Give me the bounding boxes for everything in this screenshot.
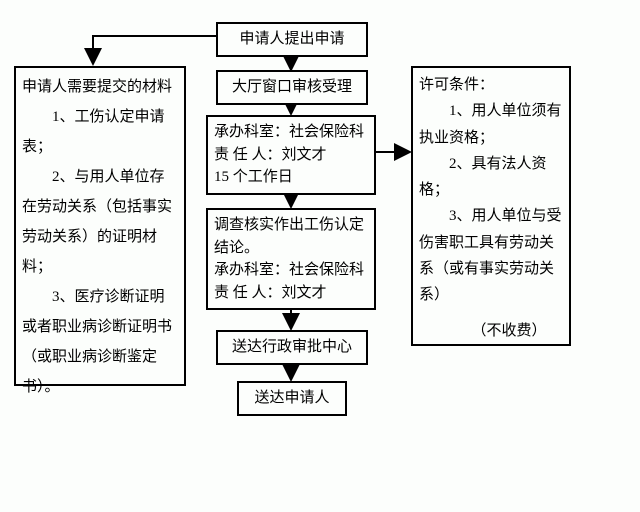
b6-text: 送达申请人 — [254, 390, 329, 406]
b3-l2: 责 任 人：刘文才 — [214, 144, 368, 167]
box-window-accept: 大厅窗口审核受理 — [216, 70, 368, 105]
box-materials: 申请人需要提交的材料 1、工伤认定申请表； 2、与用人单位存在劳动关系（包括事实… — [14, 66, 186, 386]
left-i3: 3、医疗诊断证明或者职业病诊断证明书（或职业病诊断鉴定书）。 — [22, 282, 178, 402]
box-undertake: 承办科室：社会保险科 责 任 人：刘文才 15 个工作日 — [206, 115, 376, 195]
box-send-admin: 送达行政审批中心 — [216, 330, 368, 365]
box-send-applicant: 送达申请人 — [237, 381, 347, 416]
b1-text: 申请人提出申请 — [239, 31, 344, 47]
b4-l2: 承办科室：社会保险科 — [214, 259, 368, 282]
b2-text: 大厅窗口审核受理 — [232, 79, 352, 95]
b4-l3: 责 任 人：刘文才 — [214, 282, 368, 305]
box-application: 申请人提出申请 — [216, 22, 368, 57]
b4-l1: 调查核实作出工伤认定结论。 — [214, 214, 368, 259]
box-conditions: 许可条件： 1、用人单位须有执业资格； 2、具有法人资格； 3、用人单位与受伤害… — [411, 66, 571, 346]
left-i2: 2、与用人单位存在劳动关系（包括事实劳动关系）的证明材料； — [22, 162, 178, 282]
b3-l3: 15 个工作日 — [214, 166, 368, 189]
right-i1: 1、用人单位须有执业资格； — [419, 98, 563, 151]
right-i3: 3、用人单位与受伤害职工具有劳动关系（或有事实劳动关系） — [419, 203, 563, 308]
left-i1: 1、工伤认定申请表； — [22, 102, 178, 162]
left-title: 申请人需要提交的材料 — [22, 72, 178, 102]
right-fee: （不收费） — [419, 318, 563, 344]
right-i2: 2、具有法人资格； — [419, 151, 563, 204]
b3-l1: 承办科室：社会保险科 — [214, 121, 368, 144]
right-title: 许可条件： — [419, 72, 563, 98]
box-investigate: 调查核实作出工伤认定结论。 承办科室：社会保险科 责 任 人：刘文才 — [206, 208, 376, 310]
b5-text: 送达行政审批中心 — [232, 339, 352, 355]
